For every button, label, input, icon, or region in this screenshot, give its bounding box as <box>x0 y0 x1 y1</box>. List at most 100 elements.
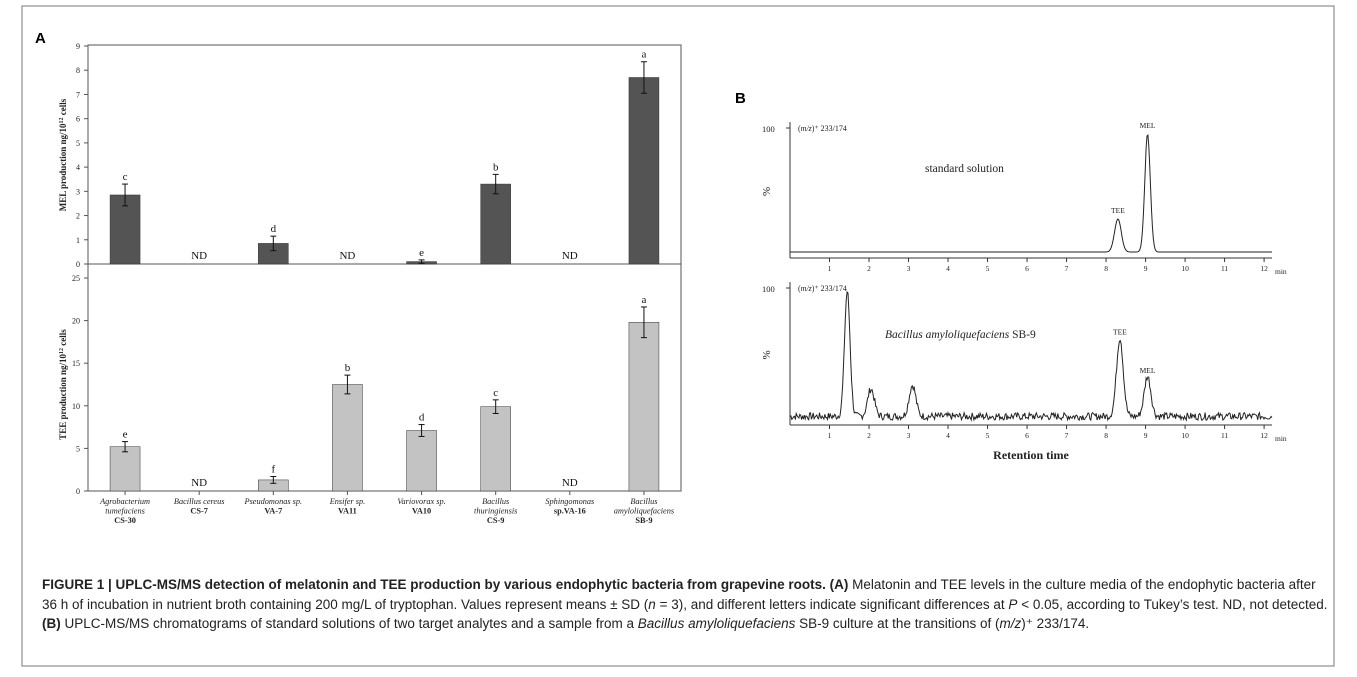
caption-b-text-1: UPLC-MS/MS chromatograms of standard sol… <box>64 616 635 631</box>
sample-chromatogram-x-tick-label: 12 <box>1260 431 1268 440</box>
category-label: SB-9 <box>635 516 652 525</box>
standard-chromatogram-x-tick-label: 12 <box>1260 264 1268 273</box>
tee-chart-nd-label: ND <box>562 477 578 489</box>
tee-chart-significance-letter: d <box>419 412 425 424</box>
category-label: VA-7 <box>264 507 282 516</box>
sample-chromatogram-x-unit-label: min <box>1275 434 1287 443</box>
standard-chromatogram-peak-label-tee: TEE <box>1111 206 1125 215</box>
tee-chart-y-tick-label: 0 <box>76 487 80 496</box>
standard-chromatogram-transition-label: (m/z)⁺ 233/174 <box>798 124 847 133</box>
category-label: Variovorax sp. <box>397 497 445 506</box>
mel-chart-significance-letter: a <box>641 49 646 61</box>
tee-chart-significance-letter: c <box>493 387 498 399</box>
category-label: VA10 <box>412 507 431 516</box>
category-label: Bacillus cereus <box>174 497 225 506</box>
sample-annotation-species: Bacillus amyloliquefaciens <box>885 329 1010 341</box>
standard-chromatogram-trace <box>790 133 1272 253</box>
tee-chart-y-axis-label: TEE production ng/1012 cells <box>58 329 68 440</box>
sample-annotation-strain: SB-9 <box>1009 329 1036 341</box>
mel-chart-bar <box>109 194 141 265</box>
mel-chart-y-tick-label: 1 <box>76 236 80 245</box>
category-label: Bacillus <box>630 497 657 506</box>
sample-chromatogram-peak-label-mel: MEL <box>1140 366 1156 375</box>
mel-chart-bar <box>480 183 511 265</box>
standard-chromatogram-peak-label-mel: MEL <box>1140 121 1156 130</box>
mel-chart-y-tick-label: 9 <box>76 42 80 51</box>
caption-b-label: (B) <box>42 616 61 631</box>
standard-chromatogram-y-axis-label: % <box>761 187 773 196</box>
sample-chromatogram-y-axis-label: % <box>761 350 773 359</box>
category-label-taxon: Bacillus <box>630 497 657 506</box>
category-label: Sphingomonas <box>545 497 594 506</box>
tee-chart-nd-label: ND <box>191 477 207 489</box>
category-label-taxon: Pseudomonas sp. <box>244 497 303 506</box>
tee-chart-bar <box>109 446 141 492</box>
sample-chromatogram-peak-label-tee: TEE <box>1113 327 1127 336</box>
mel-chart-significance-letter: e <box>419 247 424 259</box>
category-label: Ensifer sp. <box>329 497 366 506</box>
mel-chart-y-tick-label: 7 <box>76 90 80 99</box>
standard-chromatogram-x-tick-label: 9 <box>1144 264 1148 273</box>
mel-chart-y-tick-label: 4 <box>76 163 80 172</box>
panel-b-label: B <box>735 90 746 107</box>
standard-chromatogram-x-tick-label: 3 <box>907 264 911 273</box>
category-label-taxon: Variovorax sp. <box>397 497 445 506</box>
figure-caption: FIGURE 1 | UPLC-MS/MS detection of melat… <box>42 575 1332 634</box>
sample-chromatogram-x-tick-label: 2 <box>867 431 871 440</box>
sample-chromatogram-x-tick-label: 10 <box>1181 431 1189 440</box>
mel-chart-y-tick-label: 3 <box>76 187 80 196</box>
panel-b-chromatograms: 100%1 2 3 4 5 6 7 8 9 10 11 12 min(m/z)⁺ 233/174TEEM… <box>761 121 1287 462</box>
sample-chromatogram-transition-mz: m/z <box>801 284 813 293</box>
standard-chromatogram-y-top-label: 100 <box>762 124 775 134</box>
mel-chart-significance-letter: d <box>271 223 277 235</box>
category-label: Bacillus <box>482 497 509 506</box>
sample-chromatogram-x-tick-label: 6 <box>1025 431 1029 440</box>
tee-chart-bar <box>480 406 511 492</box>
mel-chart-y-tick-label: 2 <box>76 212 80 221</box>
category-label-taxon: thuringiensis <box>474 507 517 516</box>
caption-a-text-1: Melatonin and TEE levels in the culture … <box>42 577 1316 612</box>
sample-chromatogram-x-tick-label: 5 <box>986 431 990 440</box>
caption-b-species: Bacillus amyloliquefaciens <box>637 616 796 631</box>
category-label: VA11 <box>338 507 357 516</box>
mel-chart-bar <box>628 77 660 265</box>
standard-chromatogram-transition-mz: m/z <box>801 124 813 133</box>
standard-chromatogram-x-tick-label: 8 <box>1104 264 1108 273</box>
sample-chromatogram-x-tick-label: 4 <box>946 431 950 440</box>
category-label: CS-30 <box>114 516 136 525</box>
caption-title: FIGURE 1 | UPLC-MS/MS detection of melat… <box>42 577 826 592</box>
sample-chromatogram-y-top-label: 100 <box>762 284 775 294</box>
tee-chart-y-tick-label: 25 <box>72 274 80 283</box>
tee-chart-bar <box>406 430 437 492</box>
mel-chart-y-tick-label: 6 <box>76 115 80 124</box>
caption-a-text-2: = 3), and different letters indicate sig… <box>659 596 1005 612</box>
standard-chromatogram-x-tick-label: 4 <box>946 264 950 273</box>
tee-chart-significance-letter: f <box>271 464 275 476</box>
category-label: sp.VA-16 <box>554 507 586 516</box>
mel-chart-nd-label: ND <box>562 250 578 262</box>
caption-n-symbol: n <box>648 596 656 612</box>
category-label: thuringiensis <box>474 507 517 516</box>
mel-chart-significance-letter: c <box>123 171 128 183</box>
mel-chart-nd-label: ND <box>191 250 207 262</box>
caption-b-text-2: SB-9 culture at the transitions of ( <box>799 616 1000 631</box>
category-label-taxon: Bacillus cereus <box>174 497 225 506</box>
standard-solution-annotation: standard solution <box>925 163 1004 175</box>
panel-a-label: A <box>35 30 46 47</box>
mel-chart-y-tick-label: 8 <box>76 66 80 75</box>
mel-chart-nd-label: ND <box>339 250 355 262</box>
tee-chart-bar <box>628 322 660 492</box>
caption-p-symbol: P <box>1008 596 1018 612</box>
sample-chromatogram-x-tick-label: 8 <box>1104 431 1108 440</box>
sample-chromatogram-x-tick-label: 7 <box>1065 431 1069 440</box>
caption-b-text-3: )⁺ 233/174. <box>1021 616 1090 631</box>
mel-chart-significance-letter: b <box>493 161 499 173</box>
category-label-taxon: Agrobacterium <box>99 497 150 506</box>
category-label-taxon: Ensifer sp. <box>329 497 366 506</box>
sample-chromatogram-x-tick-label: 1 <box>828 431 832 440</box>
standard-chromatogram-x-tick-label: 11 <box>1221 264 1228 273</box>
standard-chromatogram-x-tick-label: 6 <box>1025 264 1029 273</box>
mel-chart-y-axis-label: MEL production ng/1012 cells <box>58 98 68 211</box>
